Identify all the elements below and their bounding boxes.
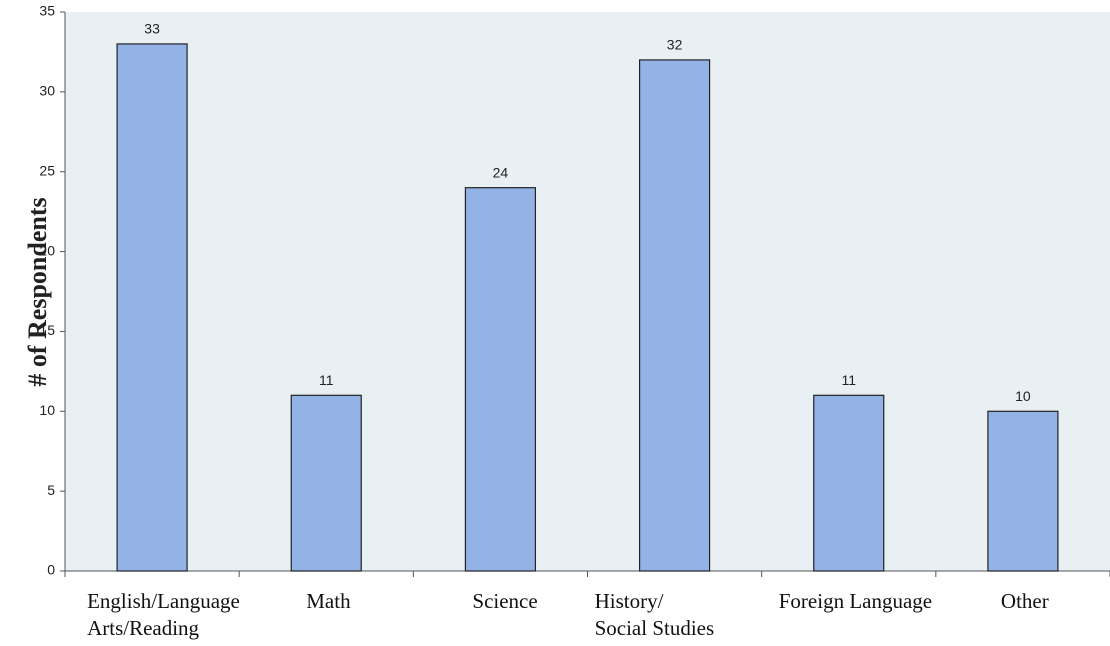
- x-tick-label: English/Language Arts/Reading: [87, 589, 240, 640]
- bar: [290, 394, 362, 572]
- value-label: 33: [144, 21, 160, 37]
- bar: [116, 43, 188, 572]
- y-tick-label: 15: [39, 322, 55, 338]
- value-label: 32: [667, 37, 683, 53]
- x-tick-label: Science: [472, 589, 538, 613]
- bar: [638, 59, 711, 572]
- y-tick-label: 25: [39, 162, 55, 178]
- value-label: 11: [319, 372, 334, 388]
- bar: [464, 187, 537, 572]
- y-tick-label: 0: [47, 562, 55, 578]
- x-tick-label: Other: [1000, 589, 1049, 613]
- value-label: 24: [493, 164, 509, 180]
- y-tick-label: 20: [39, 242, 55, 258]
- y-tick-label: 10: [39, 402, 55, 418]
- y-axis-label: # of Respondents: [23, 197, 52, 386]
- x-tick-label: Foreign Language: [778, 589, 933, 613]
- value-label: 10: [1015, 388, 1031, 404]
- y-tick-label: 5: [47, 482, 55, 498]
- bar: [987, 410, 1059, 572]
- y-tick-label: 35: [39, 3, 55, 19]
- x-tick-label: History/ Social Studies: [594, 589, 715, 640]
- y-tick-label: 30: [39, 83, 55, 99]
- value-label: 11: [841, 372, 856, 388]
- bar: [813, 394, 885, 572]
- plot-area: [65, 12, 1110, 571]
- x-tick-label: Math: [306, 589, 351, 613]
